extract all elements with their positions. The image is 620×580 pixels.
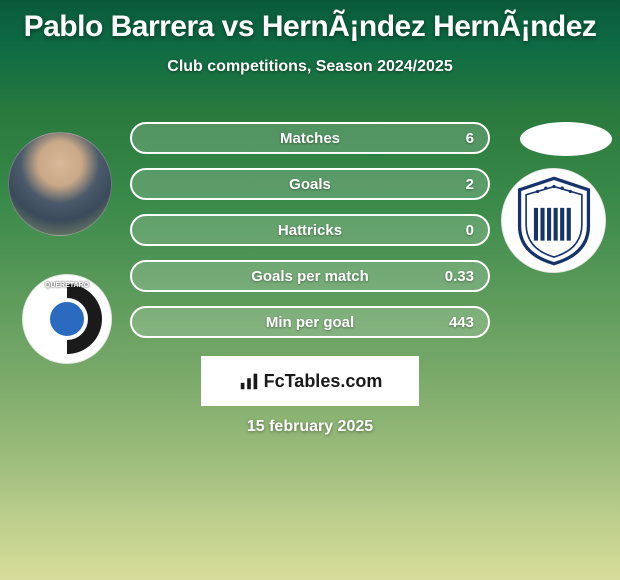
stat-label: Goals (289, 176, 331, 193)
stat-row: Matches 6 (130, 122, 490, 154)
stat-label: Min per goal (266, 314, 354, 331)
stat-row: Goals 2 (130, 168, 490, 200)
stat-row: Hattricks 0 (130, 214, 490, 246)
stat-label: Matches (280, 130, 340, 147)
player-right-photo (520, 122, 612, 156)
subtitle: Club competitions, Season 2024/2025 (0, 58, 620, 76)
queretaro-icon: QUERETARO (32, 284, 102, 354)
stat-value-right: 443 (449, 314, 474, 331)
stat-row: Goals per match 0.33 (130, 260, 490, 292)
page-title: Pablo Barrera vs HernÃ¡ndez HernÃ¡ndez (0, 0, 620, 44)
stat-value-right: 2 (466, 176, 474, 193)
stat-label: Hattricks (278, 222, 342, 239)
player-left-photo (8, 132, 112, 236)
stat-row: Min per goal 443 (130, 306, 490, 338)
stat-label: Goals per match (251, 268, 369, 285)
stat-value-right: 0 (466, 222, 474, 239)
queretaro-label: QUERETARO (45, 282, 89, 289)
pachuca-icon (513, 175, 595, 267)
club-left-badge: QUERETARO (22, 274, 112, 364)
stat-value-right: 6 (466, 130, 474, 147)
club-right-badge (501, 168, 606, 273)
brand-badge: FcTables.com (201, 356, 419, 406)
date-label: 15 february 2025 (0, 418, 620, 436)
stats-container: Matches 6 Goals 2 Hattricks 0 Goals per … (130, 122, 490, 352)
brand-label: FcTables.com (264, 371, 383, 392)
bars-icon (238, 370, 260, 392)
stat-value-right: 0.33 (445, 268, 474, 285)
